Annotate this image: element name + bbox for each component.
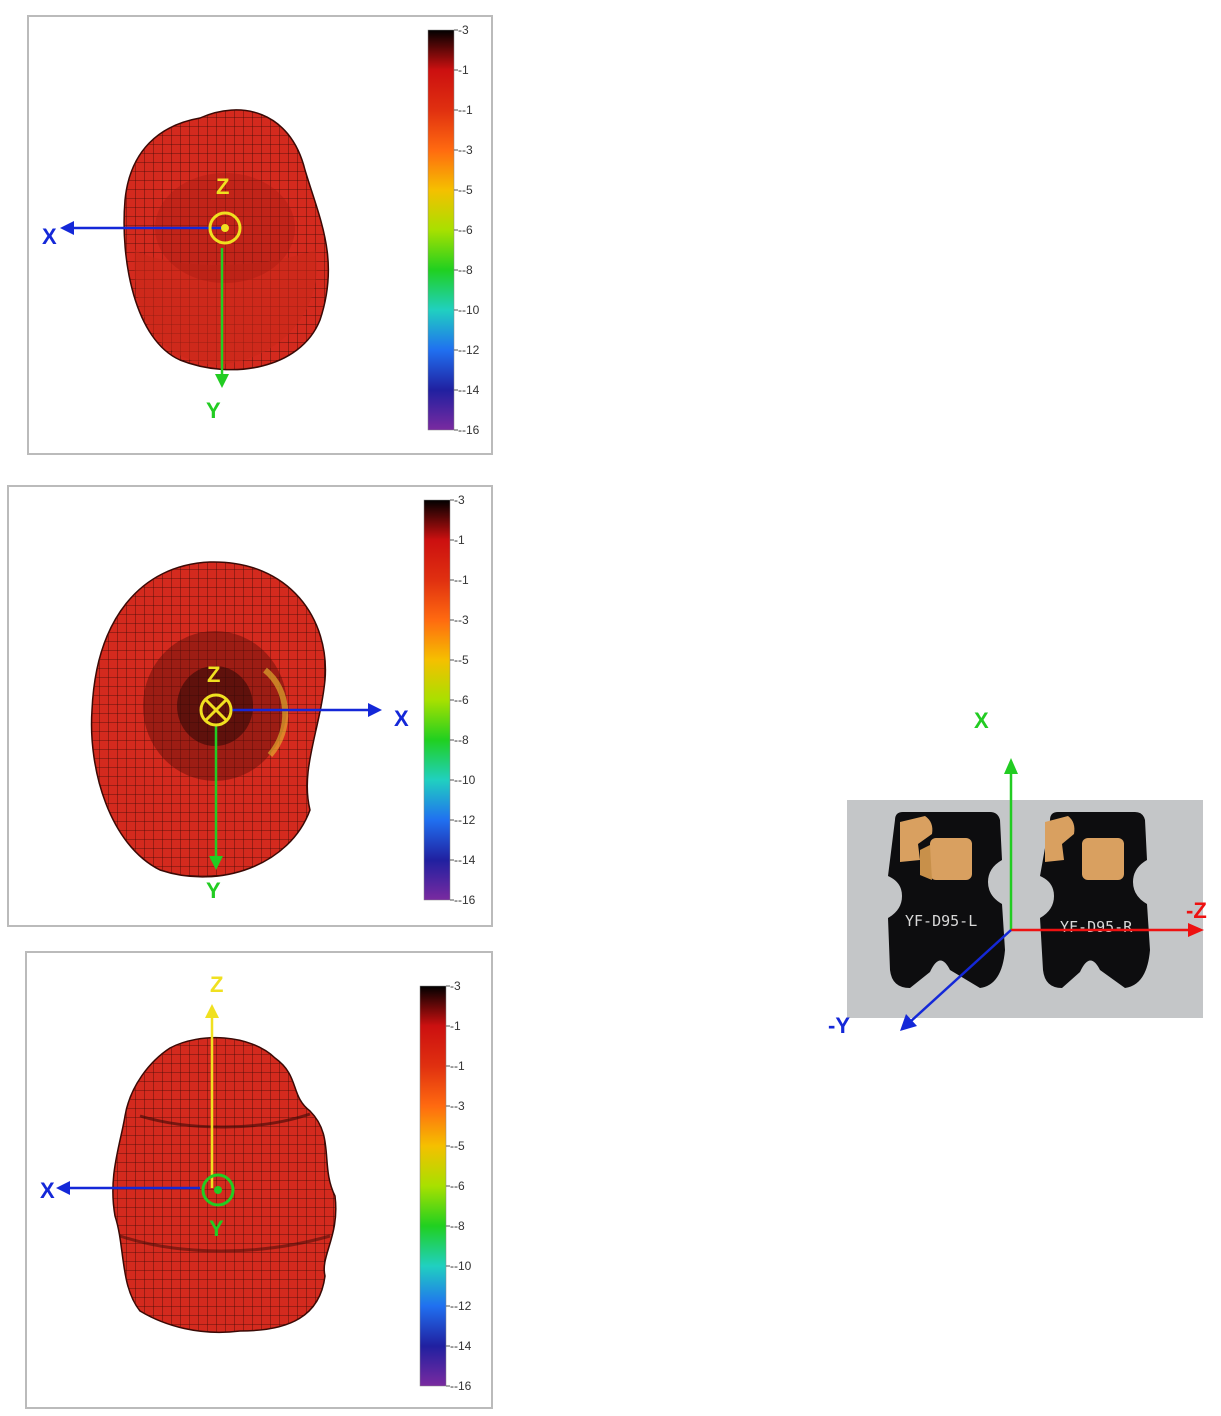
colorbar-gradient [427, 29, 455, 431]
colorbar-tick-label: --3 [458, 143, 473, 157]
x-axis-label: X [394, 706, 409, 731]
colorbar-tick-label: --10 [454, 773, 476, 787]
colorbar-tick-label: --8 [458, 263, 473, 277]
radiation-panel-top-svg: X Y Z -3 -1 --1 --3 --5 --6 --8 --10 --12 --14 --1… [27, 15, 493, 455]
colorbar-tick-label: -3 [454, 493, 465, 507]
colorbar-tick-label: --8 [450, 1219, 465, 1233]
y-axis-label: Y [209, 1216, 224, 1241]
photo-z-arrowhead-icon [1188, 923, 1204, 937]
colorbar-tick-label: -3 [450, 979, 461, 993]
pcb-board-right: YF-D95-R [1040, 812, 1150, 988]
colorbar: -3 -1 --1 --3 --5 --6 --8 --10 --12 --14 --16 [423, 493, 476, 907]
colorbar-tick-label: --1 [450, 1059, 465, 1073]
colorbar-tick-label: --1 [454, 573, 469, 587]
x-axis-label: X [40, 1178, 55, 1203]
photo-y-axis-arrow [909, 929, 1012, 1023]
pcb-label-left: YF-D95-L [905, 912, 977, 930]
radiation-pattern-shape [112, 1036, 337, 1334]
dot-in-circle-icon [208, 211, 242, 245]
colorbar-tick-label: --14 [454, 853, 476, 867]
y-arrowhead-icon [215, 374, 229, 388]
z-arrowhead-icon [205, 1004, 219, 1018]
colorbar-tick-label: --3 [450, 1099, 465, 1113]
pcb-board-left: YF-D95-L [888, 812, 1005, 988]
photo-x-arrowhead-icon [1004, 758, 1018, 774]
radiation-panel-bottom-svg: X Y Z -3 -1 --1 --3 --5 --6 --8 --10 --12 --14 --1… [7, 485, 493, 927]
photo-z-axis-label: -Z [1186, 898, 1207, 923]
colorbar-tick-label: --12 [458, 343, 480, 357]
radiation-panel-side-svg: Z X Y -3 -1 --1 --3 --5 --6 --8 --10 --12 --14 --1… [25, 951, 493, 1409]
x-arrowhead-icon [368, 703, 382, 717]
colorbar-tick-label: -1 [450, 1019, 461, 1033]
x-arrowhead-icon [60, 221, 74, 235]
dot-in-circle-icon [201, 1173, 235, 1207]
colorbar-tick-label: --16 [450, 1379, 472, 1393]
colorbar-tick-label: -1 [454, 533, 465, 547]
cross-in-circle-icon [199, 693, 233, 727]
colorbar-tick-label: --12 [454, 813, 476, 827]
colorbar-tick-label: --16 [458, 423, 480, 437]
radiation-panel-side: Z X Y -3 -1 --1 --3 --5 --6 --8 --10 --12 --14 --1… [0, 946, 500, 1412]
photo-y-axis-label: -Y [828, 1013, 850, 1038]
x-axis-label: X [42, 224, 57, 249]
pcb-label-right: YF-D95-R [1060, 918, 1133, 936]
z-axis-label: Z [210, 972, 223, 997]
radiation-panel-top: X Y Z -3 -1 --1 --3 --5 --6 --8 --10 --12 --14 --1… [0, 0, 500, 460]
colorbar-tick-label: --6 [454, 693, 469, 707]
photo-y-arrowhead-icon [900, 1014, 917, 1031]
colorbar-gradient [419, 985, 447, 1387]
radiation-pattern-shape [123, 109, 330, 371]
photo-region-svg: YF-D95-L YF-D95-R -Z -Y [828, 800, 1207, 1038]
colorbar-tick-label: --16 [454, 893, 476, 907]
colorbar-tick-label: --12 [450, 1299, 472, 1313]
colorbar-tick-label: --14 [450, 1339, 472, 1353]
z-axis-label: Z [216, 174, 229, 199]
colorbar-tick-label: --6 [450, 1179, 465, 1193]
y-arrowhead-icon [209, 856, 223, 870]
colorbar-tick-label: --5 [450, 1139, 465, 1153]
photo-x-axis-label: X [974, 708, 989, 733]
colorbar-gradient [423, 499, 451, 901]
colorbar-tick-label: -1 [458, 63, 469, 77]
photo-region: YF-D95-L YF-D95-R -Z -Y [800, 800, 1221, 1050]
z-axis-label: Z [207, 662, 220, 687]
y-axis-label: Y [206, 878, 221, 903]
colorbar-tick-label: --5 [454, 653, 469, 667]
x-arrowhead-icon [56, 1181, 70, 1195]
colorbar-tick-label: -3 [458, 23, 469, 37]
colorbar-tick-label: --1 [458, 103, 473, 117]
colorbar-tick-label: --5 [458, 183, 473, 197]
y-axis-label: Y [206, 398, 221, 423]
colorbar-tick-label: --10 [450, 1259, 472, 1273]
colorbar: -3 -1 --1 --3 --5 --6 --8 --10 --12 --14 --16 [427, 23, 480, 437]
colorbar-tick-label: --10 [458, 303, 480, 317]
colorbar-tick-label: --8 [454, 733, 469, 747]
colorbar-tick-label: --3 [454, 613, 469, 627]
colorbar: -3 -1 --1 --3 --5 --6 --8 --10 --12 --14 --16 [419, 979, 472, 1393]
colorbar-tick-label: --14 [458, 383, 480, 397]
radiation-panel-bottom: X Y Z -3 -1 --1 --3 --5 --6 --8 --10 --12 --14 --1… [0, 470, 500, 932]
colorbar-tick-label: --6 [458, 223, 473, 237]
